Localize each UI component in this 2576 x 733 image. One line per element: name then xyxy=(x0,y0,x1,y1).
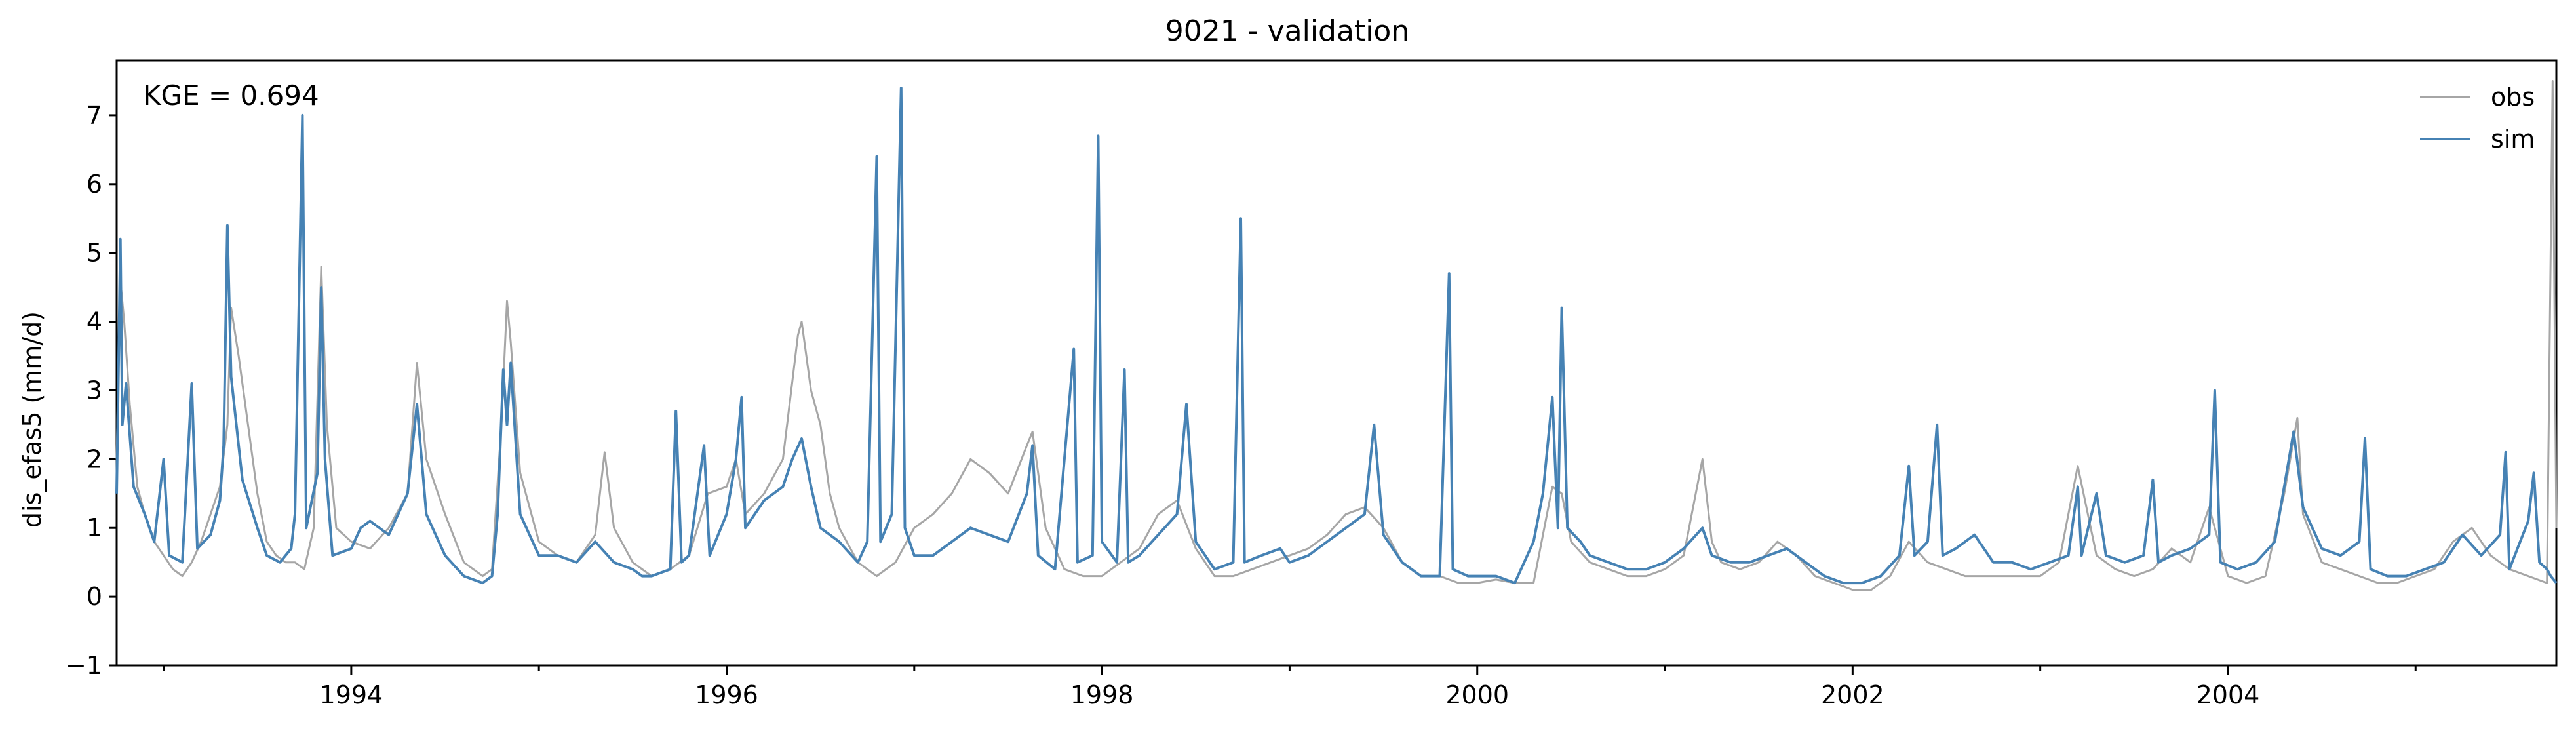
plot-area xyxy=(115,59,2558,667)
y-tick-label: 6 xyxy=(87,170,102,199)
y-tick-label: −1 xyxy=(66,651,102,680)
kge-annotation: KGE = 0.694 xyxy=(143,79,319,111)
y-tick-label: 4 xyxy=(87,307,102,336)
legend-label-obs: obs xyxy=(2491,83,2535,111)
y-tick-label: 0 xyxy=(87,582,102,611)
x-tick-label: 2004 xyxy=(2196,681,2260,709)
series-layer xyxy=(115,80,2558,591)
y-axis: −1 0 1 2 3 4 5 6 7 xyxy=(66,101,117,680)
x-tick-label: 1996 xyxy=(695,681,758,709)
legend-label-sim: sim xyxy=(2491,125,2535,153)
x-tick-label: 1994 xyxy=(320,681,383,709)
y-tick-label: 2 xyxy=(87,445,102,473)
series-line-obs xyxy=(115,80,2558,591)
y-tick-label: 1 xyxy=(87,513,102,542)
y-axis-label: dis_efas5 (mm/d) xyxy=(18,311,47,528)
legend: obs sim xyxy=(2420,83,2535,153)
x-axis: 1994 1996 1998 2000 2002 2004 xyxy=(163,665,2417,709)
y-tick-label: 5 xyxy=(87,239,102,267)
y-tick-label: 3 xyxy=(87,376,102,405)
series-line-sim xyxy=(115,87,2558,585)
chart-title: 9021 - validation xyxy=(1165,14,1409,48)
y-tick-label: 7 xyxy=(87,101,102,130)
x-tick-label: 1998 xyxy=(1070,681,1134,709)
x-tick-label: 2000 xyxy=(1445,681,1509,709)
x-tick-label: 2002 xyxy=(1821,681,1884,709)
